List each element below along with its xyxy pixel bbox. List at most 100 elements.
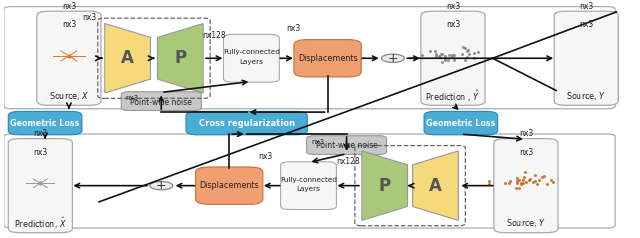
Text: A: A <box>121 49 134 67</box>
Point <box>460 46 470 50</box>
Text: nx3: nx3 <box>125 94 139 100</box>
Text: Prediction, $\hat{X}$: Prediction, $\hat{X}$ <box>14 215 67 231</box>
Point <box>511 179 522 183</box>
Text: Displacements: Displacements <box>200 181 259 190</box>
Point <box>516 182 526 186</box>
Text: Displacements: Displacements <box>298 54 357 63</box>
Point <box>534 178 544 182</box>
Text: nx3: nx3 <box>33 148 47 157</box>
Point <box>35 181 45 185</box>
Text: nx3: nx3 <box>62 20 76 29</box>
Point <box>449 58 460 62</box>
Text: +: + <box>156 179 166 192</box>
Text: nx128: nx128 <box>337 157 360 166</box>
Text: Point-wise noise: Point-wise noise <box>131 99 192 107</box>
Point <box>519 175 529 178</box>
Point <box>449 53 459 57</box>
Text: nx128: nx128 <box>202 31 226 40</box>
Point <box>548 180 558 183</box>
Point <box>516 181 526 185</box>
FancyBboxPatch shape <box>421 11 485 105</box>
Point <box>536 175 547 179</box>
Circle shape <box>150 182 173 190</box>
Point <box>514 178 524 181</box>
Point <box>458 45 468 49</box>
Point <box>433 54 444 58</box>
Polygon shape <box>413 151 458 220</box>
Point <box>531 179 541 183</box>
Text: nx3: nx3 <box>33 129 47 138</box>
Point <box>447 53 458 57</box>
Point <box>511 186 521 190</box>
Text: P: P <box>174 49 186 67</box>
Point <box>440 54 450 58</box>
Text: nx3: nx3 <box>62 2 76 11</box>
Point <box>528 180 538 184</box>
Point <box>425 50 435 53</box>
FancyBboxPatch shape <box>121 92 201 110</box>
Point <box>443 58 453 62</box>
Point <box>461 55 472 59</box>
Polygon shape <box>105 24 150 93</box>
Text: Prediction , $\hat{Y}$: Prediction , $\hat{Y}$ <box>426 88 481 104</box>
Text: Point-wise noise: Point-wise noise <box>316 141 378 150</box>
Point <box>463 48 474 52</box>
FancyBboxPatch shape <box>8 111 82 135</box>
Point <box>468 56 479 60</box>
Text: Geometric Loss: Geometric Loss <box>10 119 80 128</box>
Polygon shape <box>362 151 408 220</box>
FancyBboxPatch shape <box>223 34 279 82</box>
Point <box>542 182 552 186</box>
Text: nx3: nx3 <box>446 20 460 29</box>
FancyBboxPatch shape <box>186 111 307 135</box>
Point <box>431 54 441 58</box>
Point <box>440 58 450 62</box>
Point <box>436 60 447 64</box>
Point <box>525 177 535 180</box>
Point <box>511 181 522 185</box>
FancyBboxPatch shape <box>8 139 72 233</box>
Text: nx3: nx3 <box>519 148 533 157</box>
Text: nx3: nx3 <box>519 129 533 138</box>
Text: Fully-connected: Fully-connected <box>280 177 337 183</box>
FancyBboxPatch shape <box>294 40 361 77</box>
Point <box>463 52 474 56</box>
Text: Fully-connected: Fully-connected <box>223 50 280 55</box>
Point <box>547 178 557 181</box>
Point <box>435 55 445 59</box>
FancyBboxPatch shape <box>424 111 498 135</box>
Point <box>436 52 446 55</box>
Text: nx3: nx3 <box>258 152 273 161</box>
Point <box>514 186 524 190</box>
Text: Geometric Loss: Geometric Loss <box>426 119 495 128</box>
Point <box>521 180 531 184</box>
Text: A: A <box>429 177 442 195</box>
FancyBboxPatch shape <box>37 11 101 105</box>
Point <box>505 179 515 183</box>
Point <box>530 173 540 177</box>
Text: Layers: Layers <box>296 186 321 192</box>
Point <box>64 54 74 58</box>
Point <box>447 54 457 58</box>
Polygon shape <box>157 24 203 93</box>
Point <box>539 174 549 178</box>
Point <box>460 58 470 62</box>
Text: nx3: nx3 <box>83 13 97 22</box>
Point <box>504 181 514 185</box>
FancyBboxPatch shape <box>494 139 558 233</box>
Text: nx3: nx3 <box>311 139 324 144</box>
Point <box>524 178 534 182</box>
FancyBboxPatch shape <box>307 136 387 154</box>
Text: nx3: nx3 <box>446 2 460 11</box>
Text: nx3: nx3 <box>286 24 300 33</box>
Text: nx3: nx3 <box>579 20 593 29</box>
Point <box>484 179 494 183</box>
FancyBboxPatch shape <box>280 162 337 209</box>
Point <box>429 49 440 52</box>
Point <box>518 178 528 182</box>
Point <box>483 182 493 186</box>
Point <box>456 52 467 56</box>
Point <box>473 50 483 54</box>
FancyBboxPatch shape <box>554 11 618 105</box>
Point <box>431 52 442 56</box>
